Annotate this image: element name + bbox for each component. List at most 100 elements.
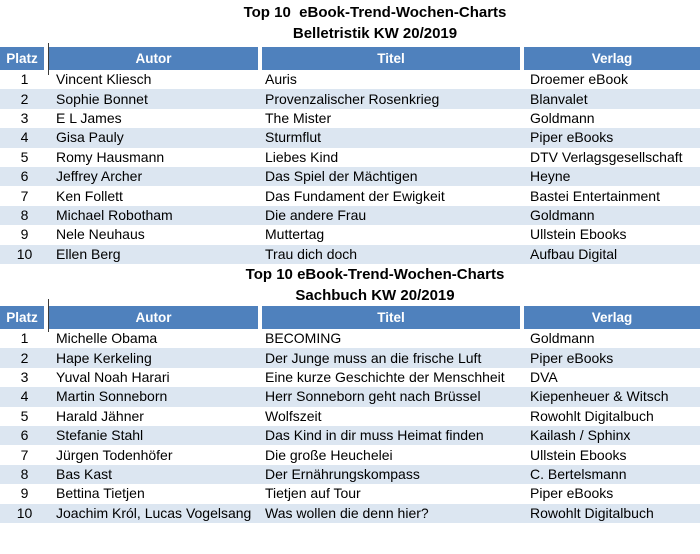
chart-subtitle: Sachbuch KW 20/2019 (295, 287, 455, 304)
cell-verlag: Heyne (530, 168, 571, 185)
cell-autor: Gisa Pauly (56, 129, 124, 146)
column-header-platz: Platz (0, 306, 44, 329)
cell-verlag: C. Bertelsmann (530, 465, 627, 482)
cell-verlag: Blanvalet (530, 90, 588, 107)
cell-verlag: DTV Verlagsgesellschaft (530, 148, 683, 165)
column-header-autor: Autor (49, 306, 258, 329)
table-header: Platz Autor Titel Verlag (0, 306, 700, 329)
cell-platz: 10 (16, 504, 33, 521)
cell-platz: 9 (20, 226, 29, 243)
cell-autor: Romy Hausmann (56, 148, 165, 165)
cell-titel: Die große Heuchelei (265, 446, 393, 463)
column-header-verlag: Verlag (524, 306, 700, 329)
cell-platz: 6 (20, 168, 29, 185)
cell-verlag: Aufbau Digital (530, 245, 618, 262)
table-row: 5 Harald Jähner Wolfszeit Rowohlt Digitalbu… (0, 406, 700, 426)
table-row: 1 Michelle Obama BECOMING Goldmann (0, 329, 700, 349)
column-header-autor: Autor (49, 47, 258, 70)
table-row: 4 Martin Sonneborn Herr Sonneborn geht nac… (0, 387, 700, 407)
chart-title: Top 10 eBook-Trend-Wochen-Charts (245, 266, 505, 283)
cell-titel: Herr Sonneborn geht nach Brüssel (265, 388, 481, 405)
cell-autor: Hape Kerkeling (56, 349, 152, 366)
table-row: 2 Sophie Bonnet Provenzalischer Rosenkrieg… (0, 89, 700, 109)
cell-titel: Die andere Frau (265, 206, 367, 223)
belletristik-title-block: Top 10 eBook-Trend-Wochen-Charts Belletr… (0, 2, 700, 44)
cell-verlag: Piper eBooks (530, 485, 614, 502)
cell-autor: Yuval Noah Harari (56, 368, 170, 385)
table-row: 7 Ken Follett Das Fundament der Ewigkeit Ba… (0, 186, 700, 206)
cell-platz: 7 (20, 187, 29, 204)
cell-platz: 2 (20, 349, 29, 366)
cell-autor: Harald Jähner (56, 407, 144, 424)
cell-titel: Wolfszeit (265, 407, 322, 424)
column-divider-tick (48, 43, 49, 75)
cell-autor: Ken Follett (56, 187, 123, 204)
table-row: 8 Bas Kast Der Ernährungskompass C. Bertels… (0, 464, 700, 485)
cell-verlag: Goldmann (530, 109, 595, 126)
cell-autor: Ellen Berg (56, 245, 121, 262)
cell-titel: BECOMING (265, 330, 342, 347)
table-body: 1 Michelle Obama BECOMING Goldmann 2 Hape Ker… (0, 329, 700, 523)
cell-platz: 1 (20, 71, 29, 88)
cell-verlag: Rowohlt Digitalbuch (530, 407, 654, 424)
cell-titel: Provenzalischer Rosenkrieg (265, 90, 440, 107)
cell-titel: Was wollen die denn hier? (265, 504, 429, 521)
cell-titel: Sturmflut (265, 129, 322, 146)
cell-titel: Das Spiel der Mächtigen (265, 168, 418, 185)
cell-autor: Michael Robotham (56, 206, 173, 223)
cell-autor: Jeffrey Archer (56, 168, 143, 185)
table-row: 3 Yuval Noah Harari Eine kurze Geschichte … (0, 367, 700, 388)
cell-verlag: Bastei Entertainment (530, 187, 660, 204)
chart-subtitle: Belletristik KW 20/2019 (292, 25, 458, 42)
table-row: 3 E L James The Mister Goldmann (0, 108, 700, 129)
cell-autor: Stefanie Stahl (56, 427, 144, 444)
cell-autor: Bettina Tietjen (56, 485, 145, 502)
cell-titel: Tietjen auf Tour (265, 485, 361, 502)
table-row: 10 Ellen Berg Trau dich doch Aufbau Digital (0, 244, 700, 264)
table-row: 10 Joachim Król, Lucas Vogelsang Was wolle… (0, 503, 700, 523)
cell-autor: Jürgen Todenhöfer (56, 446, 173, 463)
cell-platz: 8 (20, 465, 29, 482)
cell-platz: 3 (20, 368, 29, 385)
sachbuch-title-block: Top 10 eBook-Trend-Wochen-Charts Sachbuc… (0, 264, 700, 306)
cell-autor: Martin Sonneborn (56, 388, 168, 405)
cell-autor: Joachim Król, Lucas Vogelsang (56, 504, 252, 521)
cell-platz: 9 (20, 485, 29, 502)
cell-verlag: Droemer eBook (530, 71, 629, 88)
table-row: 8 Michael Robotham Die andere Frau Goldmann (0, 205, 700, 226)
cell-verlag: Piper eBooks (530, 349, 614, 366)
column-header-titel: Titel (262, 47, 520, 70)
column-divider-tick (48, 299, 49, 332)
cell-titel: Eine kurze Geschichte der Menschheit (265, 368, 505, 385)
chart-title: Top 10 eBook-Trend-Wochen-Charts (243, 4, 507, 21)
cell-verlag: Ullstein Ebooks (530, 226, 627, 243)
column-header-verlag: Verlag (524, 47, 700, 70)
cell-autor: E L James (56, 109, 122, 126)
cell-verlag: Piper eBooks (530, 129, 614, 146)
cell-platz: 8 (20, 206, 29, 223)
cell-titel: The Mister (265, 109, 332, 126)
table-body: 1 Vincent Kliesch Auris Droemer eBook 2 Sophi… (0, 70, 700, 264)
cell-verlag: Goldmann (530, 330, 595, 347)
table-row: 5 Romy Hausmann Liebes Kind DTV Verlagsgese… (0, 147, 700, 167)
cell-titel: Auris (265, 71, 297, 88)
cell-platz: 4 (20, 388, 29, 405)
cell-verlag: Kiepenheuer & Witsch (530, 388, 669, 405)
cell-verlag: DVA (530, 368, 558, 385)
cell-titel: Das Fundament der Ewigkeit (265, 187, 445, 204)
table-row: 2 Hape Kerkeling Der Junge muss an die fri… (0, 348, 700, 368)
table-row: 9 Bettina Tietjen Tietjen auf Tour Piper eB… (0, 484, 700, 504)
table-row: 6 Stefanie Stahl Das Kind in dir muss Heim… (0, 425, 700, 446)
cell-verlag: Rowohlt Digitalbuch (530, 504, 654, 521)
table-row: 6 Jeffrey Archer Das Spiel der Mächtigen He… (0, 166, 700, 187)
cell-autor: Bas Kast (56, 465, 113, 482)
cell-verlag: Goldmann (530, 206, 595, 223)
cell-titel: Trau dich doch (265, 245, 358, 262)
cell-autor: Michelle Obama (56, 330, 158, 347)
column-header-titel: Titel (262, 306, 520, 329)
table-row: 1 Vincent Kliesch Auris Droemer eBook (0, 70, 700, 90)
cell-platz: 5 (20, 407, 29, 424)
cell-titel: Liebes Kind (265, 148, 339, 165)
cell-verlag: Kailash / Sphinx (530, 427, 631, 444)
